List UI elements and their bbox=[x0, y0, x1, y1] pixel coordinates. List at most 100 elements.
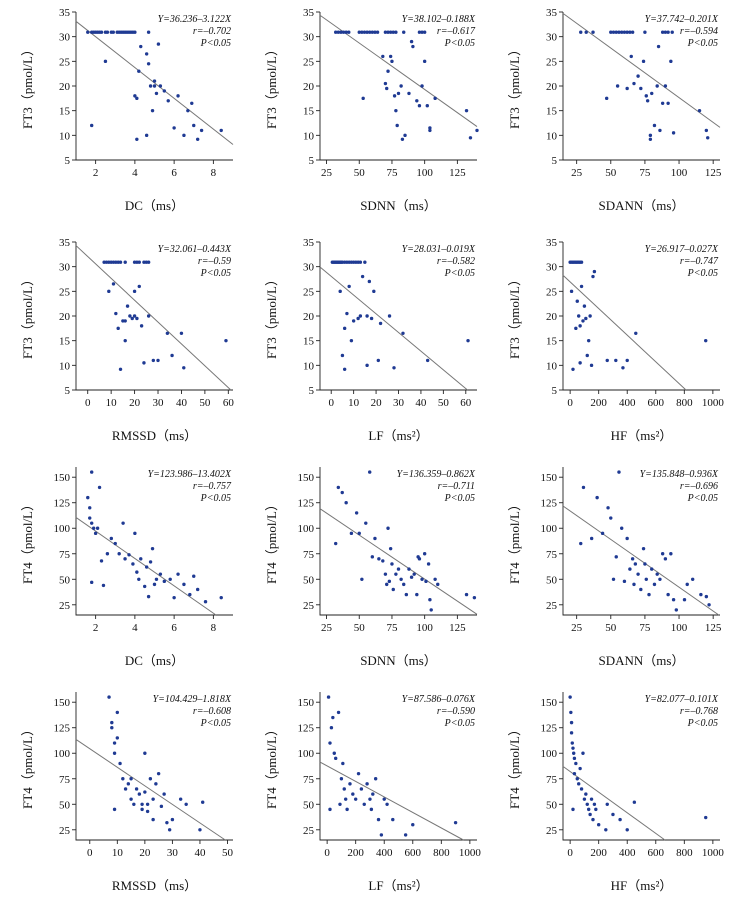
data-point bbox=[137, 284, 141, 289]
data-point bbox=[178, 797, 183, 801]
y-axis-title: FT4（pmol/L） bbox=[20, 723, 35, 809]
scatter-panel-10: 25 50 75 100 125 150 0 10 20 30 40 50 RMSSD（ms） FT4（p… bbox=[20, 692, 233, 893]
y-axis-title: FT4（pmol/L） bbox=[20, 498, 35, 584]
data-point bbox=[621, 366, 625, 370]
data-point bbox=[376, 358, 381, 363]
x-tick-label: 0 bbox=[85, 397, 91, 409]
data-point bbox=[113, 541, 117, 546]
data-point bbox=[336, 485, 341, 490]
y-tick-label: 125 bbox=[541, 498, 558, 510]
data-point bbox=[111, 260, 116, 264]
data-point bbox=[336, 710, 341, 715]
x-tick-label: 30 bbox=[153, 397, 165, 409]
data-point bbox=[151, 797, 155, 801]
data-point bbox=[145, 809, 150, 814]
equation-label: Y=36.236–3.122X bbox=[158, 14, 232, 25]
data-point bbox=[132, 314, 137, 318]
data-point bbox=[182, 582, 186, 587]
x-tick-label: 600 bbox=[405, 847, 422, 859]
data-point bbox=[403, 833, 408, 837]
data-point bbox=[579, 260, 584, 264]
data-point bbox=[415, 592, 419, 597]
x-axis-title: HF（ms²） bbox=[611, 428, 673, 443]
p-label: P<0.05 bbox=[444, 38, 475, 49]
y-tick-label: 15 bbox=[303, 336, 315, 348]
data-point bbox=[690, 577, 695, 581]
x-tick-label: 400 bbox=[619, 397, 636, 409]
data-point bbox=[581, 485, 586, 490]
data-point bbox=[584, 792, 588, 796]
data-point bbox=[365, 30, 369, 34]
data-point bbox=[636, 74, 640, 78]
data-point bbox=[425, 104, 429, 108]
data-point bbox=[655, 572, 659, 576]
axis-lines bbox=[319, 692, 477, 841]
data-point bbox=[417, 557, 422, 561]
regression-line bbox=[562, 12, 721, 128]
data-point bbox=[365, 363, 369, 368]
data-point bbox=[611, 577, 616, 581]
data-point bbox=[606, 506, 610, 510]
data-point bbox=[666, 30, 670, 34]
data-point bbox=[156, 358, 160, 363]
r-label: r=–0.582 bbox=[437, 256, 475, 267]
scatter-panel-2: 5 10 15 20 25 30 35 25 50 75 100 125 SDNN（ms） FT3（pmo… bbox=[264, 7, 479, 213]
x-tick-label: 4 bbox=[132, 167, 138, 179]
equation-label: Y=123.986–13.402X bbox=[148, 469, 232, 480]
scatter-panel-12: 25 50 75 100 125 150 0 200 400 600 800 1000 HF（ms²） F… bbox=[507, 692, 724, 893]
data-point bbox=[704, 815, 708, 820]
x-axis-title: SDNN（ms） bbox=[360, 653, 437, 668]
data-point bbox=[219, 595, 223, 600]
x-tick-label: 100 bbox=[671, 622, 688, 634]
data-point bbox=[390, 59, 394, 64]
data-point bbox=[378, 321, 383, 326]
data-point bbox=[620, 30, 624, 34]
data-point bbox=[394, 108, 398, 113]
x-tick-label: 75 bbox=[639, 622, 651, 634]
x-tick-label: 40 bbox=[194, 847, 206, 859]
data-point bbox=[146, 260, 151, 264]
data-point bbox=[351, 792, 355, 796]
data-point bbox=[394, 572, 398, 576]
data-point bbox=[172, 126, 176, 130]
data-point bbox=[154, 91, 159, 96]
data-point bbox=[137, 577, 141, 581]
data-point bbox=[639, 86, 643, 91]
data-point bbox=[93, 531, 98, 536]
data-point bbox=[112, 751, 117, 755]
data-point bbox=[625, 828, 629, 832]
data-point bbox=[622, 30, 627, 34]
data-point bbox=[345, 807, 349, 812]
data-point bbox=[339, 30, 343, 34]
data-point bbox=[353, 797, 358, 801]
x-tick-label: 2 bbox=[93, 167, 99, 179]
y-tick-label: 25 bbox=[546, 56, 558, 68]
scatter-panel-7: 25 50 75 100 125 150 2 4 6 8 DC（ms） FT4（pmol/L） Y=12… bbox=[20, 467, 233, 668]
data-point bbox=[342, 326, 347, 331]
y-tick-label: 10 bbox=[303, 360, 315, 372]
data-point bbox=[165, 331, 170, 335]
data-point bbox=[379, 833, 384, 837]
data-point bbox=[167, 828, 172, 832]
data-point bbox=[109, 260, 113, 264]
equation-label: Y=38.102–0.188X bbox=[402, 14, 476, 25]
data-point bbox=[617, 470, 621, 474]
data-point bbox=[121, 521, 125, 525]
x-tick-label: 125 bbox=[705, 167, 722, 179]
data-point bbox=[117, 552, 121, 556]
data-point bbox=[195, 587, 200, 592]
y-tick-label: 50 bbox=[546, 574, 558, 586]
data-point bbox=[682, 597, 687, 602]
data-point bbox=[629, 54, 633, 59]
data-point bbox=[569, 710, 573, 715]
data-point bbox=[385, 582, 389, 587]
r-label: r=–0.702 bbox=[193, 26, 231, 37]
data-point bbox=[400, 137, 405, 141]
data-point bbox=[329, 726, 334, 730]
data-point bbox=[571, 746, 575, 750]
data-point bbox=[428, 126, 432, 130]
data-point bbox=[572, 756, 577, 761]
data-point bbox=[658, 128, 662, 133]
data-point bbox=[652, 123, 657, 128]
x-tick-label: 4 bbox=[132, 622, 138, 634]
